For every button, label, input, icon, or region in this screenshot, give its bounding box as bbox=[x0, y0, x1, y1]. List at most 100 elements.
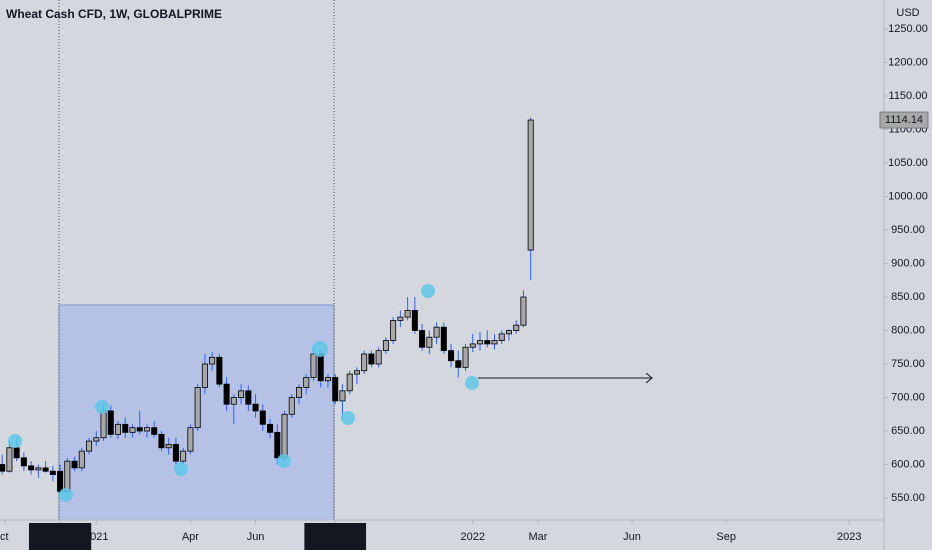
pivot-circle bbox=[277, 454, 291, 468]
candle-body bbox=[151, 427, 158, 435]
candle-body bbox=[71, 460, 78, 469]
candle-body bbox=[64, 460, 71, 492]
candle-body bbox=[513, 324, 520, 331]
y-tick-label: 950.00 bbox=[891, 224, 925, 236]
y-tick-label: 700.00 bbox=[891, 391, 925, 403]
candle-body bbox=[339, 390, 346, 402]
candle-body bbox=[13, 447, 20, 459]
chart-title: Wheat Cash CFD, 1W, GLOBALPRIME bbox=[6, 7, 222, 21]
candle-body bbox=[368, 353, 375, 365]
candle-body bbox=[6, 447, 13, 472]
y-tick-label: 1000.00 bbox=[888, 190, 928, 202]
candle-body bbox=[477, 340, 484, 345]
candle-body bbox=[440, 326, 447, 352]
candle-body bbox=[404, 310, 411, 318]
candle-body bbox=[353, 370, 360, 375]
candle-body bbox=[223, 383, 230, 405]
candle-body bbox=[484, 340, 491, 345]
candle-body bbox=[107, 410, 114, 435]
pivot-circles bbox=[8, 284, 479, 502]
x-tick-label: Jun bbox=[623, 531, 641, 543]
pivot-circle bbox=[174, 462, 188, 476]
candle-body bbox=[332, 377, 339, 402]
pivot-circle bbox=[312, 341, 328, 357]
candle-body bbox=[49, 470, 56, 475]
candle-body bbox=[230, 397, 237, 405]
candle-body bbox=[143, 427, 150, 432]
x-tick-label-highlighted: 30 Nov '20 bbox=[34, 531, 86, 543]
pivot-circle bbox=[8, 434, 22, 448]
candle-body bbox=[310, 353, 317, 378]
candle-body bbox=[201, 363, 208, 388]
candle-body bbox=[317, 353, 324, 382]
candle-body bbox=[527, 119, 534, 251]
candle-body bbox=[252, 403, 259, 412]
pivot-circle bbox=[341, 411, 355, 425]
candle-body bbox=[390, 320, 397, 341]
x-tick-label: Jun bbox=[247, 531, 265, 543]
candle-body bbox=[136, 427, 143, 432]
candle-body bbox=[28, 465, 35, 471]
y-tick-label: 600.00 bbox=[891, 458, 925, 470]
candle-body bbox=[122, 423, 129, 433]
y-tick-label: 750.00 bbox=[891, 358, 925, 370]
pivot-circle bbox=[465, 376, 479, 390]
candle-body bbox=[491, 340, 498, 345]
candle-body bbox=[100, 410, 107, 439]
candle-body bbox=[172, 444, 179, 462]
candle-body bbox=[42, 467, 49, 472]
y-tick-label: 1250.00 bbox=[888, 23, 928, 35]
candle-body bbox=[209, 356, 216, 365]
y-axis-label: USD bbox=[896, 7, 919, 19]
candle-body bbox=[288, 397, 295, 415]
candle-body bbox=[469, 343, 476, 348]
candle-body bbox=[411, 310, 418, 331]
candle-body bbox=[57, 470, 64, 492]
candle-body bbox=[382, 340, 389, 352]
y-tick-label: 800.00 bbox=[891, 324, 925, 336]
y-tick-label: 1150.00 bbox=[889, 90, 928, 102]
pivot-circle bbox=[59, 488, 73, 502]
x-tick-label: Mar bbox=[528, 531, 547, 543]
candle-body bbox=[20, 457, 27, 467]
axis-labels: 550.00 600.00 650.00 700.00 750.00 800.00 850.… bbox=[0, 23, 929, 550]
candle-body bbox=[455, 360, 462, 368]
candle-body bbox=[419, 330, 426, 348]
y-tick-label: 1050.00 bbox=[888, 157, 928, 169]
candle-body bbox=[462, 346, 469, 368]
candle-body bbox=[361, 353, 368, 372]
candle-body bbox=[346, 373, 353, 392]
candle-body bbox=[448, 350, 455, 362]
x-tick-label-highlighted: 23 Aug '21 bbox=[309, 531, 361, 543]
candle-body bbox=[238, 390, 245, 398]
candle-body bbox=[180, 450, 187, 462]
candle-body bbox=[165, 444, 172, 449]
candle-body bbox=[505, 330, 512, 335]
candle-body bbox=[267, 423, 274, 433]
last-price-label: 1114.14 bbox=[885, 114, 923, 126]
candle-body bbox=[216, 356, 223, 385]
candle-body bbox=[115, 423, 122, 435]
pivot-circle bbox=[95, 400, 109, 414]
candle-body bbox=[93, 437, 100, 442]
candle-body bbox=[194, 387, 201, 429]
pivot-circle bbox=[421, 284, 435, 298]
candle-body bbox=[245, 390, 252, 405]
candle-body bbox=[187, 427, 194, 452]
candle-body bbox=[397, 316, 404, 321]
candle-body bbox=[35, 467, 42, 471]
candle-body bbox=[433, 326, 440, 338]
y-tick-label: 900.00 bbox=[891, 257, 925, 269]
candle-body bbox=[498, 333, 505, 341]
x-tick-highlight bbox=[28, 523, 92, 550]
candle-body bbox=[324, 377, 331, 382]
y-tick-label: 850.00 bbox=[891, 291, 925, 303]
candle-body bbox=[375, 350, 382, 365]
y-tick-label: 550.00 bbox=[891, 492, 925, 504]
x-tick-label: 2021 bbox=[84, 531, 108, 543]
candle-body bbox=[303, 377, 310, 388]
x-tick-label: Apr bbox=[182, 531, 199, 543]
candle-body bbox=[0, 464, 6, 472]
last-price-tag bbox=[879, 111, 929, 129]
